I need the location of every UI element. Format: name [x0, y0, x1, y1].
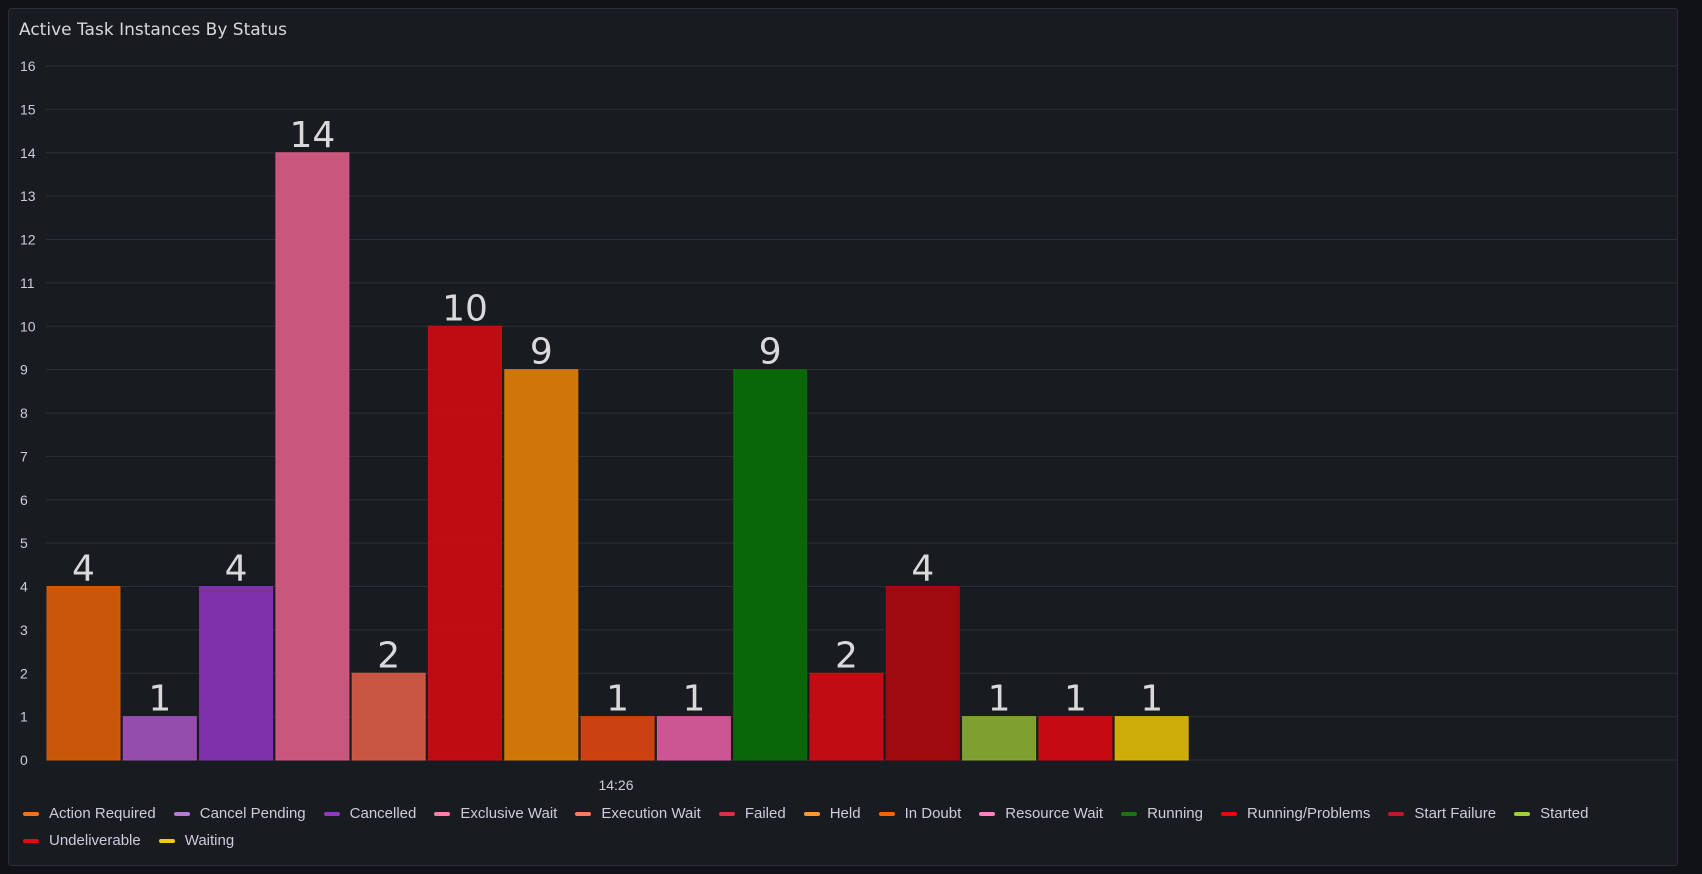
legend-label: Exclusive Wait	[460, 805, 558, 822]
legend-label: Started	[1540, 805, 1589, 822]
legend-item-execution-wait[interactable]: Execution Wait	[575, 805, 701, 822]
legend-label: Resource Wait	[1005, 805, 1104, 822]
y-tick-label: 8	[20, 405, 28, 421]
legend-label: Running	[1147, 805, 1203, 822]
y-tick-label: 14	[20, 145, 36, 161]
x-tick-label: 14:26	[598, 777, 633, 793]
legend-item-cancel-pending[interactable]: Cancel Pending	[173, 805, 306, 822]
bar-in-doubt[interactable]	[580, 716, 655, 761]
data-label: 4	[72, 549, 95, 590]
legend-label: Running/Problems	[1246, 805, 1371, 822]
data-label: 14	[289, 115, 335, 156]
legend-swatch-icon	[575, 811, 592, 816]
data-label: 1	[988, 679, 1011, 720]
legend-item-running-problems[interactable]: Running/Problems	[1220, 805, 1371, 822]
legend-swatch-icon	[23, 838, 39, 843]
y-tick-label: 10	[20, 318, 36, 334]
legend-label: Held	[829, 805, 861, 822]
legend-item-running[interactable]: Running	[1121, 805, 1203, 822]
legend-item-failed[interactable]: Failed	[718, 805, 786, 822]
legend-swatch-icon	[1121, 811, 1138, 816]
legend-item-cancelled[interactable]: Cancelled	[323, 805, 417, 822]
bar-cancel-pending[interactable]	[122, 716, 197, 761]
legend-label: Start Failure	[1414, 805, 1497, 822]
legend-label: Action Required	[49, 805, 156, 822]
legend-swatch-icon	[23, 811, 39, 816]
data-label: 2	[835, 635, 858, 676]
bar-exclusive-wait[interactable]	[275, 152, 350, 761]
y-tick-label: 6	[20, 492, 28, 508]
bar-running[interactable]	[733, 369, 808, 761]
data-label: 9	[759, 332, 782, 373]
data-label: 1	[682, 679, 705, 720]
legend-swatch-icon	[1514, 811, 1531, 816]
bar-cancelled[interactable]	[199, 586, 274, 761]
legend-item-waiting[interactable]: Waiting	[158, 832, 235, 849]
data-label: 10	[442, 288, 488, 329]
y-tick-label: 12	[20, 232, 36, 248]
y-tick-label: 16	[20, 58, 36, 74]
data-label: 1	[1140, 679, 1163, 720]
bar-started[interactable]	[962, 716, 1037, 761]
data-label: 1	[1064, 679, 1087, 720]
legend-swatch-icon	[878, 811, 895, 816]
legend-item-exclusive-wait[interactable]: Exclusive Wait	[434, 805, 557, 822]
data-label: 1	[606, 679, 629, 720]
legend-swatch-icon	[803, 811, 820, 816]
legend-item-held[interactable]: Held	[803, 805, 861, 822]
y-tick-label: 7	[20, 448, 28, 464]
legend-label: Waiting	[184, 832, 235, 849]
legend-item-in-doubt[interactable]: In Doubt	[878, 805, 962, 822]
bar-undeliverable[interactable]	[1038, 716, 1113, 761]
y-tick-label: 0	[20, 752, 28, 768]
legend-item-start-failure[interactable]: Start Failure	[1388, 805, 1496, 822]
panel-title[interactable]: Active Task Instances By Status	[19, 20, 287, 40]
data-label: 1	[148, 679, 171, 720]
legend-swatch-icon	[718, 811, 735, 816]
legend-item-action-required[interactable]: Action Required	[23, 805, 156, 822]
data-label: 9	[530, 332, 553, 373]
y-tick-label: 2	[20, 665, 28, 681]
chart-legend: Action Required Cancel Pending Cancelled Ex…	[23, 805, 1643, 849]
bar-action-required[interactable]	[46, 586, 121, 761]
legend-swatch-icon	[1388, 811, 1405, 816]
legend-swatch-icon	[158, 838, 175, 843]
bar-held[interactable]	[504, 369, 579, 761]
y-tick-label: 5	[20, 535, 28, 551]
bar-failed[interactable]	[428, 325, 502, 761]
legend-swatch-icon	[323, 811, 340, 816]
y-tick-label: 3	[20, 622, 28, 638]
legend-label: Undeliverable	[49, 832, 141, 849]
legend-label: Execution Wait	[601, 805, 701, 822]
legend-label: Cancel Pending	[199, 805, 306, 822]
y-tick-label: 1	[20, 709, 28, 725]
legend-label: In Doubt	[904, 805, 962, 822]
legend-item-started[interactable]: Started	[1514, 805, 1588, 822]
legend-swatch-icon	[434, 811, 451, 816]
legend-label: Cancelled	[349, 805, 417, 822]
data-label: 2	[377, 635, 400, 676]
bar-start-failure[interactable]	[885, 586, 960, 761]
bar-resource-wait[interactable]	[656, 716, 731, 761]
y-tick-label: 11	[20, 275, 35, 291]
y-tick-label: 9	[20, 362, 28, 378]
data-label: 4	[911, 549, 934, 590]
bar-execution-wait[interactable]	[351, 672, 426, 761]
legend-swatch-icon	[979, 811, 996, 816]
legend-item-undeliverable[interactable]: Undeliverable	[23, 832, 141, 849]
legend-swatch-icon	[173, 811, 190, 816]
y-tick-label: 15	[20, 101, 36, 117]
legend-label: Failed	[744, 805, 786, 822]
data-label: 4	[225, 549, 248, 590]
bar-running-problems[interactable]	[809, 672, 884, 761]
y-tick-label: 4	[20, 579, 28, 595]
y-tick-label: 13	[20, 188, 36, 204]
legend-item-resource-wait[interactable]: Resource Wait	[979, 805, 1103, 822]
legend-swatch-icon	[1220, 811, 1237, 816]
bar-waiting[interactable]	[1114, 716, 1189, 761]
